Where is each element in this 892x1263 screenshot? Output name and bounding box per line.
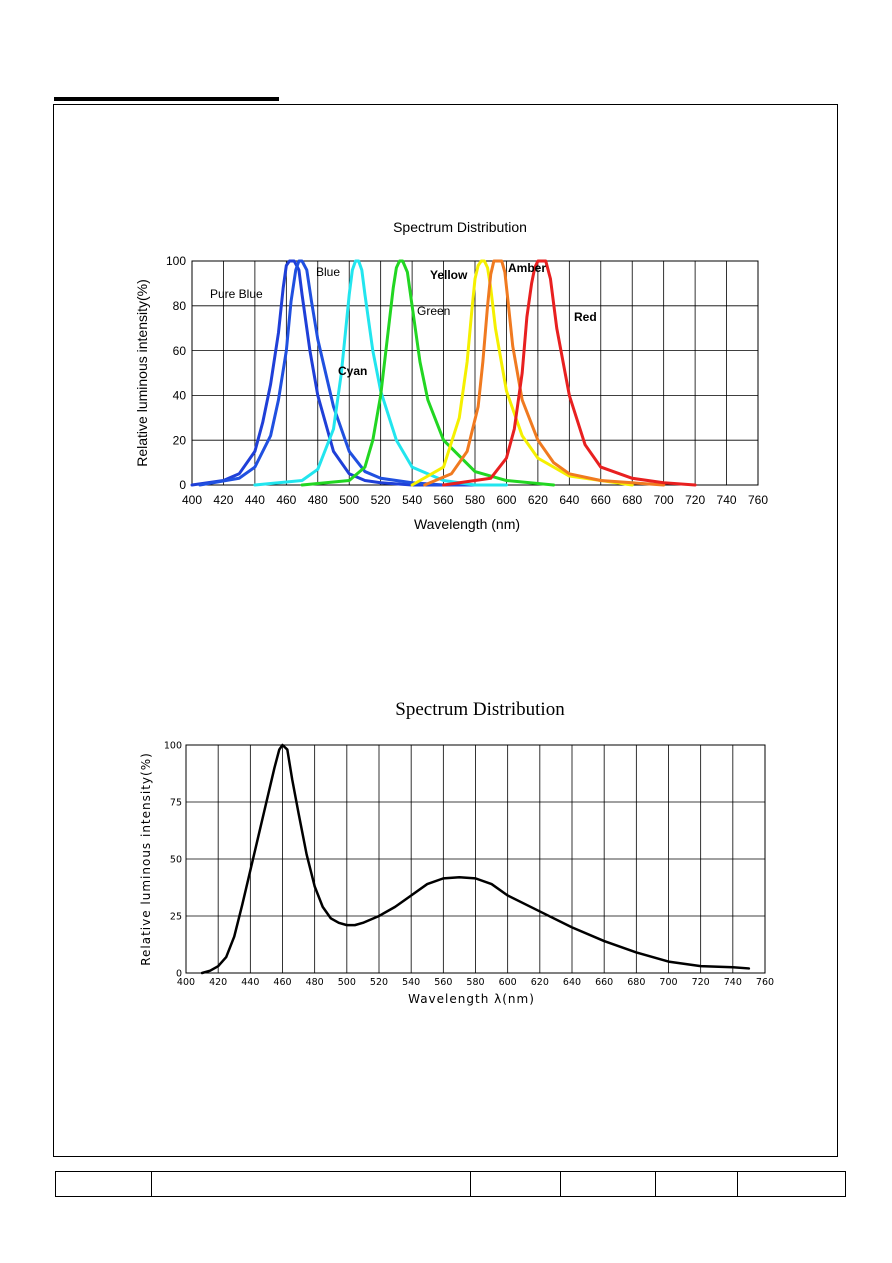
y-tick-label: 100 [164,740,182,751]
x-tick-label: 580 [465,493,485,507]
x-tick-label: 660 [595,977,613,988]
y-tick-label: 50 [170,854,182,865]
x-tick-label: 480 [306,977,324,988]
y-tick-label: 20 [173,433,187,447]
x-tick-label: 700 [654,493,674,507]
series-annotation-blue: Blue [316,265,340,279]
x-tick-label: 540 [402,977,420,988]
x-tick-label: 660 [591,493,611,507]
x-tick-label: 520 [371,493,391,507]
content-frame [53,104,838,1157]
x-axis-label: Wavelength (nm) [414,516,520,532]
footer-table [55,1171,846,1197]
x-tick-label: 600 [499,977,517,988]
spectrum-chart-colored: 400 420 440 460 480 500 520 540 560 580 600 620 640 6… [134,219,768,532]
series-line [410,259,634,487]
footer-cell [55,1171,152,1197]
series-annotation-green: Green [417,304,450,318]
footer-cell [560,1171,656,1197]
y-axis-label: Relative luminous intensity(%) [139,752,153,966]
x-tick-label: 480 [308,493,328,507]
x-tick-label: 520 [370,977,388,988]
series-annotation-pure-blue: Pure Blue [210,287,263,301]
series-annotation-amber: Amber [508,261,546,275]
x-tick-label: 640 [559,493,579,507]
x-tick-label: 440 [245,493,265,507]
x-axis-label: Wavelength λ(nm) [408,992,535,1006]
series-line [423,259,666,487]
series-line [190,259,446,487]
x-tick-label: 440 [241,977,259,988]
chart-title: Spectrum Distribution [393,219,527,235]
x-tick-label: 700 [659,977,677,988]
x-tick-label: 560 [434,977,452,988]
series-annotation-yellow: Yellow [430,268,468,282]
x-tick-label: 500 [339,493,359,507]
x-tick-label: 740 [724,977,742,988]
footer-cell [151,1171,471,1197]
series-line [300,259,556,487]
footer-cell [655,1171,738,1197]
footer-cell [737,1171,846,1197]
y-tick-label: 40 [173,389,187,403]
y-tick-label: 75 [170,797,182,808]
x-tick-label: 720 [692,977,710,988]
series-line [200,743,751,975]
y-tick-label: 60 [173,344,187,358]
y-tick-label: 0 [179,478,186,492]
x-tick-label: 600 [496,493,516,507]
x-tick-label: 460 [273,977,291,988]
series-line [253,259,508,487]
y-axis-label: Relative luminous intensity(%) [134,279,150,467]
y-tick-label: 100 [166,254,186,268]
x-tick-label: 400 [182,493,202,507]
series-line [198,259,477,487]
x-tick-label: 400 [177,977,195,988]
series-annotation-cyan: Cyan [338,364,367,378]
x-tick-label: 420 [209,977,227,988]
x-tick-label: 420 [213,493,233,507]
x-tick-label: 620 [531,977,549,988]
y-tick-label: 25 [170,911,182,922]
x-tick-label: 740 [717,493,737,507]
chart-title: Spectrum Distribution [395,699,565,720]
series-line [442,259,697,487]
series-annotation-red: Red [574,310,597,324]
y-tick-label: 80 [173,299,187,313]
x-tick-label: 560 [434,493,454,507]
y-tick-label: 0 [176,968,182,979]
x-tick-label: 680 [627,977,645,988]
header-rule [54,97,279,101]
footer-cell [470,1171,561,1197]
x-tick-label: 640 [563,977,581,988]
x-tick-label: 580 [466,977,484,988]
x-tick-label: 680 [622,493,642,507]
x-tick-label: 460 [276,493,296,507]
x-tick-label: 760 [756,977,774,988]
x-tick-label: 500 [338,977,356,988]
x-tick-label: 760 [748,493,768,507]
x-tick-label: 720 [685,493,705,507]
x-tick-label: 620 [528,493,548,507]
x-tick-label: 540 [402,493,422,507]
